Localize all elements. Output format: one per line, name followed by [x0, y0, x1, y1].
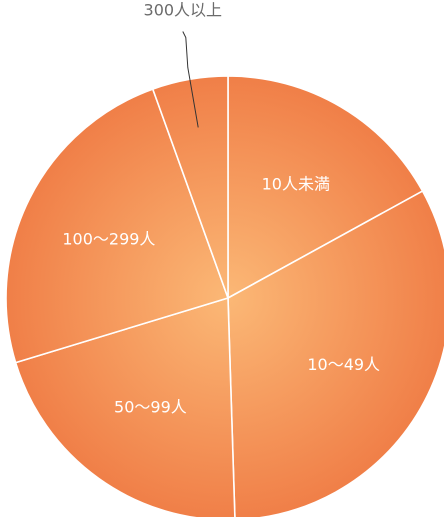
pie-slice-3 — [14, 296, 236, 517]
slice-label-2: 10〜49人 — [307, 355, 380, 374]
pie-labels: 10人未満 10〜49人 50〜99人 100〜299人 300人以上 — [62, 1, 380, 417]
pie-slice-1 — [227, 75, 424, 300]
slice-label-3: 50〜99人 — [114, 397, 187, 416]
slice-label-4: 100〜299人 — [62, 229, 155, 248]
pie-slice-4 — [5, 88, 230, 364]
slice-label-5: 300人以上 — [144, 1, 223, 20]
slice-label-1: 10人未満 — [262, 174, 330, 193]
leader-line-5 — [182, 31, 199, 128]
pie-slices — [5, 75, 444, 517]
